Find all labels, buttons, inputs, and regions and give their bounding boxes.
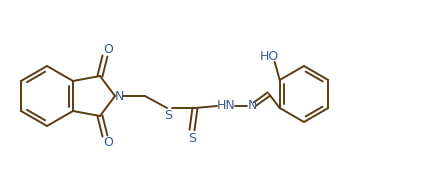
Text: N: N [114,90,124,103]
Text: O: O [103,137,113,150]
Text: S: S [188,131,196,145]
Text: HN: HN [217,99,236,112]
Text: HO: HO [260,49,279,62]
Text: S: S [164,108,172,121]
Text: O: O [103,43,113,56]
Text: N: N [247,99,257,112]
